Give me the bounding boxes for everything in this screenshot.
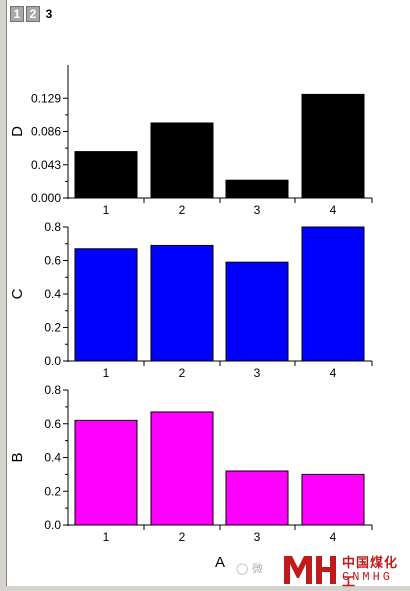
x-tick-label: 2 [179, 203, 186, 217]
bar-3-2 [150, 411, 214, 526]
bar-1-4 [301, 93, 365, 199]
x-tick-label: 1 [103, 203, 110, 217]
layer-tab-2[interactable]: 2 [26, 6, 40, 22]
brand-name-en: CNMHG [342, 570, 394, 584]
bar-1-2 [150, 122, 214, 199]
x-tick-label: 1 [103, 366, 110, 380]
x-tick-label: 2 [179, 366, 186, 380]
layer-tab-1[interactable]: 1 [10, 6, 24, 22]
y-axis-label: C [9, 288, 26, 299]
bar-2-4 [301, 226, 365, 362]
bar-2-3 [225, 261, 289, 362]
x-tick-label: 1 [103, 530, 110, 544]
bar-2-1 [74, 248, 138, 362]
y-tick-label: 0.8 [44, 220, 61, 234]
y-tick-label: 0.086 [31, 125, 61, 139]
brand-logo-icon [284, 556, 336, 584]
brand-name-cn: 中国煤化工 [342, 556, 399, 590]
bar-1-3 [225, 179, 289, 199]
y-tick-label: 0.6 [44, 417, 61, 431]
x-tick-label: 4 [330, 366, 337, 380]
y-tick-label: 0.0 [44, 518, 61, 532]
y-tick-label: 0.0 [44, 354, 61, 368]
y-tick-label: 0.000 [31, 191, 61, 205]
bar-3-3 [225, 470, 289, 526]
bar-3-4 [301, 473, 365, 526]
y-tick-label: 0.043 [31, 158, 61, 172]
watermark: ◯ 微 中国煤化工 CNMHG [236, 552, 410, 590]
y-axis-label: B [9, 452, 26, 462]
x-tick-label: 4 [330, 530, 337, 544]
y-tick-label: 0.4 [44, 451, 61, 465]
y-tick-label: 0.2 [44, 484, 61, 498]
layer-tab-3[interactable]: 3 [42, 6, 56, 22]
bar-3-1 [74, 419, 138, 526]
wechat-icon: ◯ 微 [236, 562, 263, 575]
x-tick-label: 3 [254, 366, 261, 380]
y-axis-label: D [9, 126, 26, 137]
x-axis-label: A [215, 554, 225, 571]
x-tick-label: 3 [254, 203, 261, 217]
y-tick-label: 0.4 [44, 287, 61, 301]
window-left-border-line [6, 0, 7, 591]
window-bottom-border [0, 586, 410, 591]
x-tick-label: 2 [179, 530, 186, 544]
x-tick-label: 4 [330, 203, 337, 217]
bar-1-1 [74, 151, 138, 199]
y-tick-label: 0.6 [44, 254, 61, 268]
layer-tab-bar: 1 2 3 [10, 6, 56, 24]
y-tick-label: 0.129 [31, 91, 61, 105]
watermark-chat-text: 微 [251, 562, 263, 575]
window-left-border [0, 0, 6, 591]
x-tick-label: 3 [254, 530, 261, 544]
y-tick-label: 0.2 [44, 321, 61, 335]
bar-2-2 [150, 244, 214, 362]
y-tick-label: 0.8 [44, 383, 61, 397]
